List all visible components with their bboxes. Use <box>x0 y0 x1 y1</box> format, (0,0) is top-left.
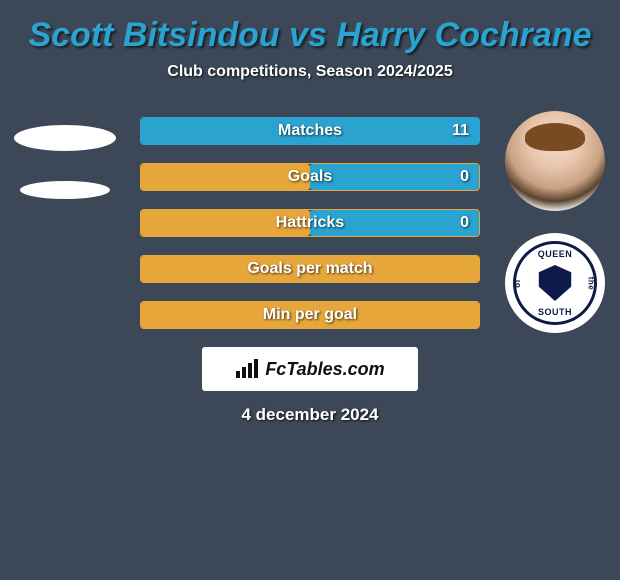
stat-bar: Goals per match <box>140 255 480 283</box>
stat-bar-value-right: 11 <box>452 118 469 144</box>
shield-icon <box>537 265 573 301</box>
stat-bar-label: Goals <box>141 164 479 190</box>
stat-bar-label: Min per goal <box>141 302 479 328</box>
ellipse-icon <box>20 181 110 199</box>
brand-label: FcTables.com <box>265 359 384 380</box>
badge-text-bottom: SOUTH <box>516 307 594 317</box>
ellipse-icon <box>14 125 116 151</box>
bar-chart-icon <box>235 359 259 379</box>
snapshot-date: 4 december 2024 <box>0 405 620 425</box>
stat-bar-value-right: 0 <box>460 164 469 190</box>
comparison-row: QUEEN SOUTH of the Matches11Goals0Hattri… <box>0 111 620 329</box>
stat-bar: Min per goal <box>140 301 480 329</box>
badge-text-top: QUEEN <box>516 249 594 259</box>
stat-bar: Hattricks0 <box>140 209 480 237</box>
comparison-card: Scott Bitsindou vs Harry Cochrane Club c… <box>0 0 620 425</box>
right-player-column: QUEEN SOUTH of the <box>500 111 610 333</box>
stat-bar: Goals0 <box>140 163 480 191</box>
brand-badge: FcTables.com <box>202 347 418 391</box>
badge-text-right: the <box>586 277 595 291</box>
stat-bar-label: Matches <box>141 118 479 144</box>
stat-bar: Matches11 <box>140 117 480 145</box>
stat-bar-value-right: 0 <box>460 210 469 236</box>
player2-avatar <box>505 111 605 211</box>
stat-bar-label: Hattricks <box>141 210 479 236</box>
subtitle: Club competitions, Season 2024/2025 <box>0 63 620 81</box>
player1-avatar <box>10 125 120 199</box>
page-title: Scott Bitsindou vs Harry Cochrane <box>0 16 620 55</box>
badge-text-left: of <box>513 279 522 288</box>
stat-bars: Matches11Goals0Hattricks0Goals per match… <box>140 111 480 329</box>
stat-bar-label: Goals per match <box>141 256 479 282</box>
left-player-column <box>10 111 120 211</box>
player2-club-badge: QUEEN SOUTH of the <box>505 233 605 333</box>
